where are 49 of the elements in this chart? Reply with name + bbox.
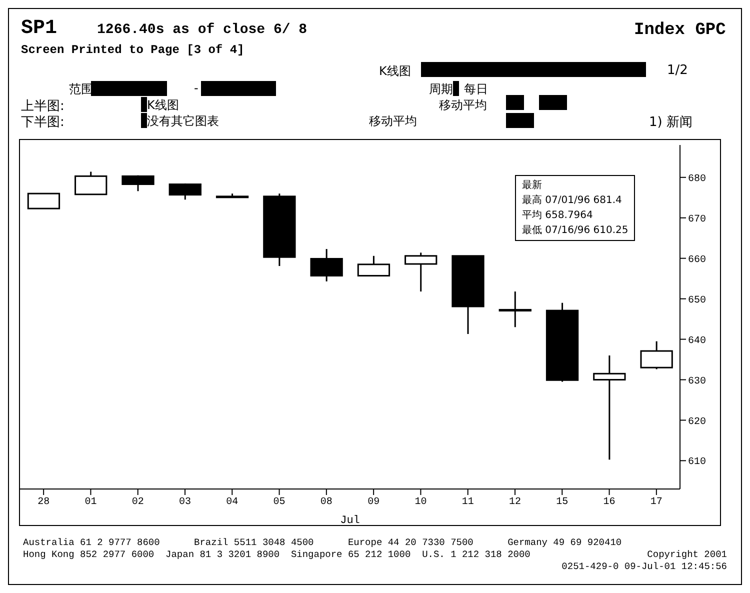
x-tick-label: 15 — [556, 497, 568, 508]
x-tick-label: 04 — [226, 497, 238, 508]
x-tick-label: 10 — [414, 497, 427, 508]
y-tick-label: 670 — [688, 214, 706, 226]
annotation: 平均 658.7964 — [522, 209, 594, 223]
text: K线图 — [379, 63, 411, 80]
x-tick-label: 28 — [38, 497, 50, 508]
x-tick-label: 05 — [273, 497, 286, 508]
y-tick-label: 650 — [688, 295, 706, 306]
text: 每日 — [464, 81, 488, 98]
x-tick-label: 08 — [320, 497, 332, 508]
x-tick-label: 17 — [650, 497, 662, 508]
annotation: 最高 07/01/96 681.4 — [522, 194, 623, 208]
x-tick-label: 03 — [178, 497, 192, 508]
chart-subtitle: 1266.40s as of close 6/ 8 — [97, 22, 308, 38]
text: Copyright 2001 — [646, 549, 727, 561]
x-tick-label: 09 — [368, 497, 380, 508]
x-tick-label: 02 — [132, 497, 144, 508]
text: 0251-429-0 09-Jul-01 12:45:56 — [562, 561, 727, 573]
y-tick-label: 640 — [688, 336, 706, 347]
y-tick-label: 680 — [688, 174, 706, 185]
text: 移动平均 — [439, 97, 487, 114]
x-tick-label: 11 — [462, 497, 474, 508]
x-tick-label: 01 — [84, 497, 97, 508]
chart-title: SP1 — [21, 17, 58, 40]
annotation: 最新 — [522, 178, 543, 193]
y-tick-label: 660 — [688, 254, 706, 266]
text: Hong Kong 852 2977 6000 Japan 81 3 3201 8900 Singapore 65 212 1000 U.S. 1 212 318 2000 — [23, 549, 532, 561]
x-tick-label: 16 — [603, 497, 616, 508]
y-tick-label: 630 — [688, 376, 706, 388]
x-tick-label: 12 — [508, 497, 522, 508]
text: 移动平均 — [369, 113, 417, 130]
text: 周期 — [429, 81, 453, 98]
text: Australia 61 2 9777 8600 Brazil 5511 3048 4500 Europe 44 20 7330 7500 Germany 49 69 920410 — [23, 537, 622, 549]
text: K线图 — [147, 97, 179, 114]
text: Screen Printed to Page [3 of 4] — [21, 43, 244, 57]
text: 下半图: — [21, 114, 64, 131]
text: 没有其它图表 — [147, 113, 219, 130]
text: - — [194, 81, 198, 95]
text: 1/2 — [667, 63, 688, 78]
text: 上半图: — [21, 98, 64, 115]
y-tick-label: 610 — [688, 457, 706, 468]
text: 1) 新闻 — [649, 114, 692, 131]
annotation: 最低 07/16/96 610.25 — [522, 224, 628, 238]
y-tick-label: 620 — [688, 416, 706, 428]
candlestick — [593, 354, 626, 460]
candlestick — [498, 290, 532, 328]
text: Index GPC — [634, 21, 726, 40]
x-axis-title: Jul — [340, 515, 360, 527]
